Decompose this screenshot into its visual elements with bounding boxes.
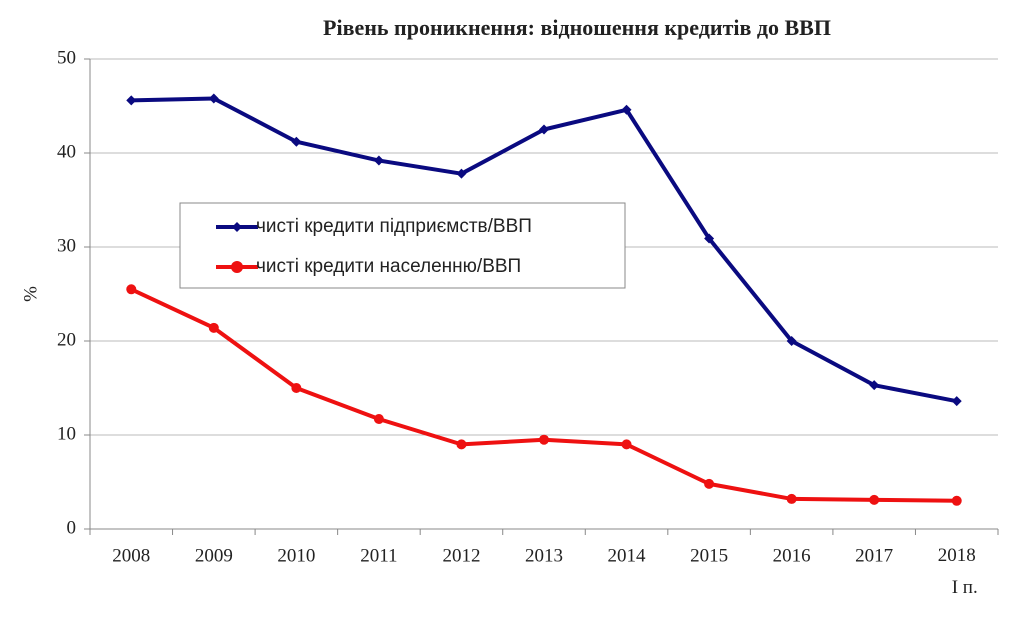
point [621,439,632,450]
y-tick-label: 0 [67,517,77,538]
line [130,287,957,503]
x-tick-label: 2010 [277,545,315,566]
x-tick-label: 2016 [773,545,811,566]
point [621,104,632,115]
legend-marker [232,222,242,232]
x-tick-label: 2009 [195,545,233,566]
point [456,439,467,450]
point [786,493,797,504]
x-tick-label: 2012 [442,545,480,566]
x-tick-label: 2011 [360,545,397,566]
legend-marker [231,261,243,273]
point [208,322,219,333]
y-tick-label: 10 [57,423,76,444]
point [704,233,715,244]
y-tick-label: 40 [57,141,76,162]
x-tick-label: 2008 [112,545,150,566]
x-tick-label: 2018 I п. [938,545,978,598]
x-tick-label: 2015 [690,545,728,566]
legend-box [179,202,626,289]
point [208,93,219,104]
point [126,284,137,295]
x-tick-label: 2017 [855,545,893,566]
point [869,494,880,505]
x-tick-label: 2013 [525,545,563,566]
point [291,383,302,393]
legend-label: чисті кредити підприємств/ВВП [256,216,532,237]
point [539,124,549,135]
y-tick-label: 20 [57,329,76,350]
point [951,495,962,506]
point [456,168,467,179]
x-tick-label: 2014 [608,545,647,566]
y-tick-label: 50 [57,47,76,68]
point [704,478,715,489]
point [126,95,137,106]
chart-title: Рівень проникнення: відношення кредитів … [323,15,831,40]
legend-label: чисті кредити населенню/ВВП [256,256,521,277]
point [869,380,880,391]
point [373,155,384,166]
point [786,336,797,346]
point [373,414,384,425]
y-tick-label: 30 [57,235,76,256]
point [951,396,962,407]
point [539,434,549,445]
y-axis-label: % [20,286,41,302]
point [291,136,302,147]
